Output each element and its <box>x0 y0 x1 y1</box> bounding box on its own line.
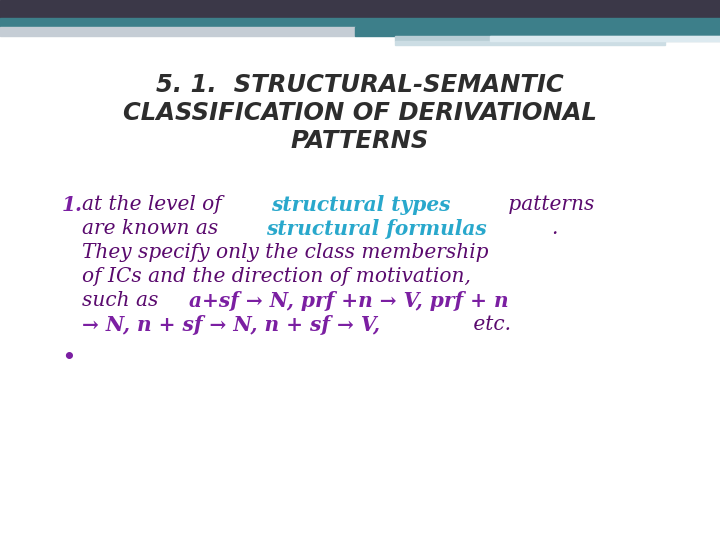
Text: CLASSIFICATION OF DERIVATIONAL: CLASSIFICATION OF DERIVATIONAL <box>123 101 597 125</box>
Bar <box>490 36 720 41</box>
Bar <box>0 27 355 36</box>
Text: structural types: structural types <box>271 195 450 215</box>
Text: patterns: patterns <box>502 195 595 214</box>
Text: structural formulas: structural formulas <box>266 219 487 239</box>
Text: PATTERNS: PATTERNS <box>291 129 429 153</box>
Text: .: . <box>551 219 557 239</box>
Text: They specify only the class membership: They specify only the class membership <box>82 244 488 262</box>
Bar <box>0 18 720 27</box>
Text: → N, n + sf → N, n + sf → V,: → N, n + sf → N, n + sf → V, <box>82 315 380 335</box>
Text: are known as: are known as <box>82 219 225 239</box>
Text: at the level of: at the level of <box>82 195 228 214</box>
Bar <box>0 0 720 18</box>
Text: such as: such as <box>82 292 165 310</box>
Bar <box>355 27 720 36</box>
Text: •: • <box>62 347 75 367</box>
Text: etc.: etc. <box>467 315 510 334</box>
Text: of ICs and the direction of motivation,: of ICs and the direction of motivation, <box>82 267 471 287</box>
Text: 5. 1.  STRUCTURAL-SEMANTIC: 5. 1. STRUCTURAL-SEMANTIC <box>156 73 564 97</box>
Bar <box>395 41 665 45</box>
Text: 1.: 1. <box>62 195 83 215</box>
Bar <box>395 36 720 41</box>
Text: a+sf → N, prf +n → V, prf + n: a+sf → N, prf +n → V, prf + n <box>189 291 508 311</box>
